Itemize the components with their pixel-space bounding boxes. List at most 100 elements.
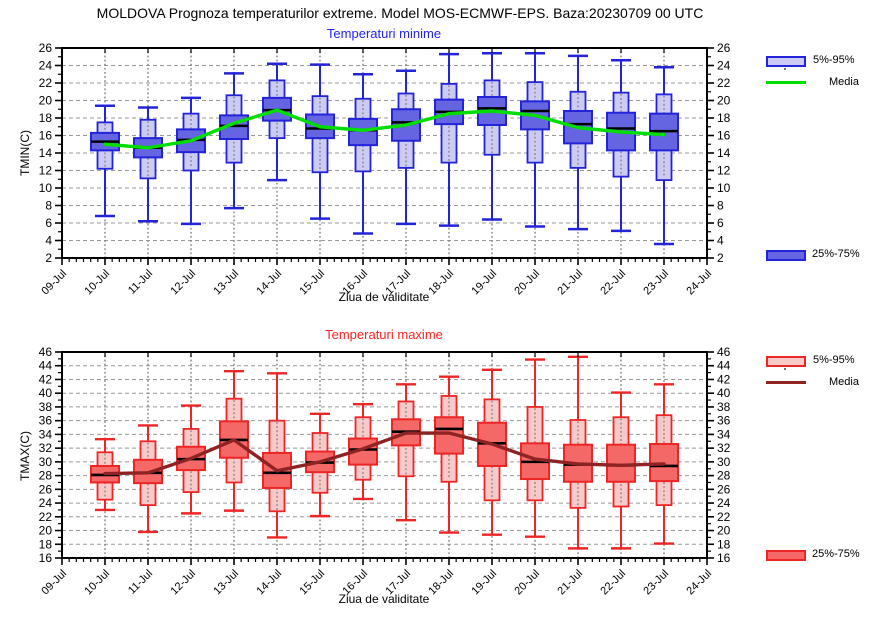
x-tick-label: 22-Jul [598, 568, 628, 598]
y-tick-label: 8 [717, 199, 724, 213]
y-tick-label: 34 [39, 427, 53, 441]
y-tick-label: 6 [717, 216, 724, 230]
y-tick-label: 46 [717, 345, 731, 359]
tmin-legend-label-25-75: 25%-75% [812, 248, 860, 260]
x-tick-label: 20-Jul [512, 568, 542, 598]
y-tick-label: 18 [39, 537, 53, 551]
x-tick-label: 20-Jul [512, 268, 542, 298]
y-tick-label: 36 [39, 414, 53, 428]
y-tick-label: 40 [39, 386, 53, 400]
x-tick-label: 21-Jul [555, 268, 585, 298]
y-tick-label: 44 [717, 359, 731, 373]
tmax-legend-label-media: Media [829, 376, 859, 388]
y-tick-label: 26 [717, 41, 731, 55]
y-tick-label: 16 [717, 551, 731, 565]
y-tick-label: 22 [717, 510, 731, 524]
x-tick-label: 19-Jul [469, 268, 499, 298]
y-tick-label: 18 [717, 111, 731, 125]
tmin-legend-swatch-25-75 [766, 250, 806, 261]
y-tick-label: 10 [717, 181, 731, 195]
y-tick-label: 14 [717, 146, 731, 160]
tmax-x-axis-title: Ziua de validitate [338, 592, 430, 606]
y-tick-label: 24 [39, 59, 53, 73]
tmax-legend-dot [784, 368, 786, 370]
x-tick-label: 21-Jul [555, 568, 585, 598]
y-tick-label: 6 [45, 216, 52, 230]
x-tick-label: 13-Jul [211, 268, 241, 298]
y-tick-label: 18 [39, 111, 53, 125]
tmin-legend-label-5-95: 5%-95% [813, 54, 855, 66]
x-tick-label: 10-Jul [82, 568, 112, 598]
y-tick-label: 28 [39, 469, 53, 483]
tmin-legend-label-media: Media [829, 76, 859, 88]
y-tick-label: 24 [717, 496, 731, 510]
tmax-legend-label-25-75: 25%-75% [812, 548, 860, 560]
x-tick-label: 15-Jul [297, 268, 327, 298]
y-tick-label: 16 [39, 551, 53, 565]
x-tick-label: 24-Jul [684, 268, 714, 298]
x-tick-label: 23-Jul [641, 268, 671, 298]
y-tick-label: 12 [39, 164, 53, 178]
y-tick-label: 12 [717, 164, 731, 178]
y-tick-label: 24 [39, 496, 53, 510]
tmax-legend-label-5-95: 5%-95% [813, 354, 855, 366]
tmin-chart-title: Temperaturi minime [326, 26, 442, 41]
tmax-y-axis-title: TMAX(C) [18, 431, 32, 481]
x-tick-label: 13-Jul [211, 568, 241, 598]
y-tick-label: 2 [45, 251, 52, 265]
y-tick-label: 32 [39, 441, 53, 455]
y-tick-label: 40 [717, 386, 731, 400]
y-tick-label: 8 [45, 199, 52, 213]
x-tick-label: 12-Jul [168, 568, 198, 598]
tmin-legend-mean-line [766, 81, 806, 84]
x-tick-label: 09-Jul [39, 268, 69, 298]
tmin-legend-swatch-5-95 [766, 56, 806, 67]
y-tick-label: 24 [717, 59, 731, 73]
y-tick-label: 38 [39, 400, 53, 414]
y-tick-label: 20 [39, 94, 53, 108]
y-tick-label: 26 [39, 482, 53, 496]
y-tick-label: 10 [39, 181, 53, 195]
y-tick-label: 22 [39, 76, 53, 90]
y-tick-label: 16 [39, 129, 53, 143]
x-tick-label: 23-Jul [641, 568, 671, 598]
y-tick-label: 18 [717, 537, 731, 551]
tmax-legend-swatch-25-75 [766, 550, 806, 561]
x-tick-label: 11-Jul [126, 568, 155, 597]
y-tick-label: 46 [39, 345, 53, 359]
tmin-x-axis-title: Ziua de validitate [338, 290, 430, 304]
y-tick-label: 32 [717, 441, 731, 455]
x-tick-label: 18-Jul [426, 268, 456, 298]
x-tick-label: 14-Jul [254, 268, 284, 298]
y-tick-label: 2 [717, 251, 724, 265]
y-tick-label: 14 [39, 146, 53, 160]
y-tick-label: 42 [39, 372, 53, 386]
x-tick-label: 15-Jul [297, 568, 327, 598]
y-tick-label: 22 [717, 76, 731, 90]
x-tick-label: 09-Jul [39, 568, 69, 598]
x-tick-label: 12-Jul [168, 268, 198, 298]
y-tick-label: 4 [717, 234, 724, 248]
y-tick-label: 20 [39, 524, 53, 538]
tmax-chart-title: Temperaturi maxime [325, 327, 443, 342]
y-tick-label: 16 [717, 129, 731, 143]
y-tick-label: 38 [717, 400, 731, 414]
page-title: MOLDOVA Prognoza temperaturilor extreme.… [96, 5, 704, 21]
y-tick-label: 30 [39, 455, 53, 469]
y-tick-label: 20 [717, 524, 731, 538]
x-tick-label: 22-Jul [598, 268, 628, 298]
y-tick-label: 20 [717, 94, 731, 108]
x-tick-label: 14-Jul [254, 568, 284, 598]
x-tick-label: 19-Jul [469, 568, 499, 598]
tmax-legend-mean-line [766, 381, 806, 384]
y-tick-label: 22 [39, 510, 53, 524]
x-tick-label: 11-Jul [126, 268, 155, 297]
tmin-y-axis-title: TMIN(C) [18, 130, 32, 176]
tmin-legend-dot [784, 68, 786, 70]
y-tick-label: 26 [39, 41, 53, 55]
y-tick-label: 44 [39, 359, 53, 373]
x-tick-label: 18-Jul [426, 568, 456, 598]
y-tick-label: 26 [717, 482, 731, 496]
